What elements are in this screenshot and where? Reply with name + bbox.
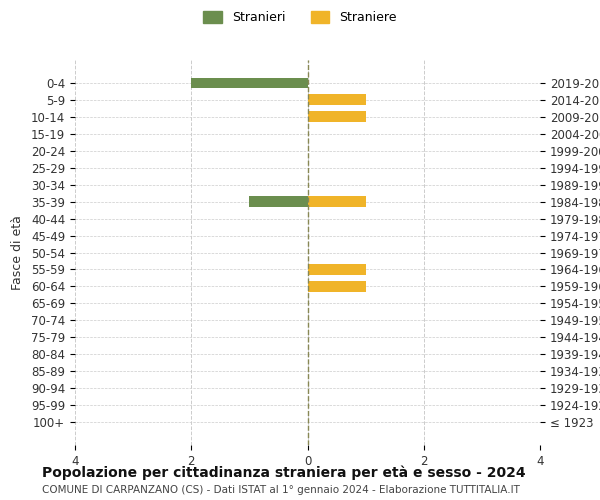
Bar [191, 78, 308, 88]
Bar [308, 282, 365, 292]
Text: COMUNE DI CARPANZANO (CS) - Dati ISTAT al 1° gennaio 2024 - Elaborazione TUTTITA: COMUNE DI CARPANZANO (CS) - Dati ISTAT a… [42, 485, 520, 495]
Y-axis label: Fasce di età: Fasce di età [11, 215, 24, 290]
Bar [308, 94, 365, 104]
Bar [250, 196, 308, 206]
Bar [308, 112, 365, 122]
Legend: Stranieri, Straniere: Stranieri, Straniere [198, 6, 402, 29]
Bar [308, 196, 365, 206]
Bar [308, 264, 365, 274]
Text: Popolazione per cittadinanza straniera per età e sesso - 2024: Popolazione per cittadinanza straniera p… [42, 466, 526, 480]
